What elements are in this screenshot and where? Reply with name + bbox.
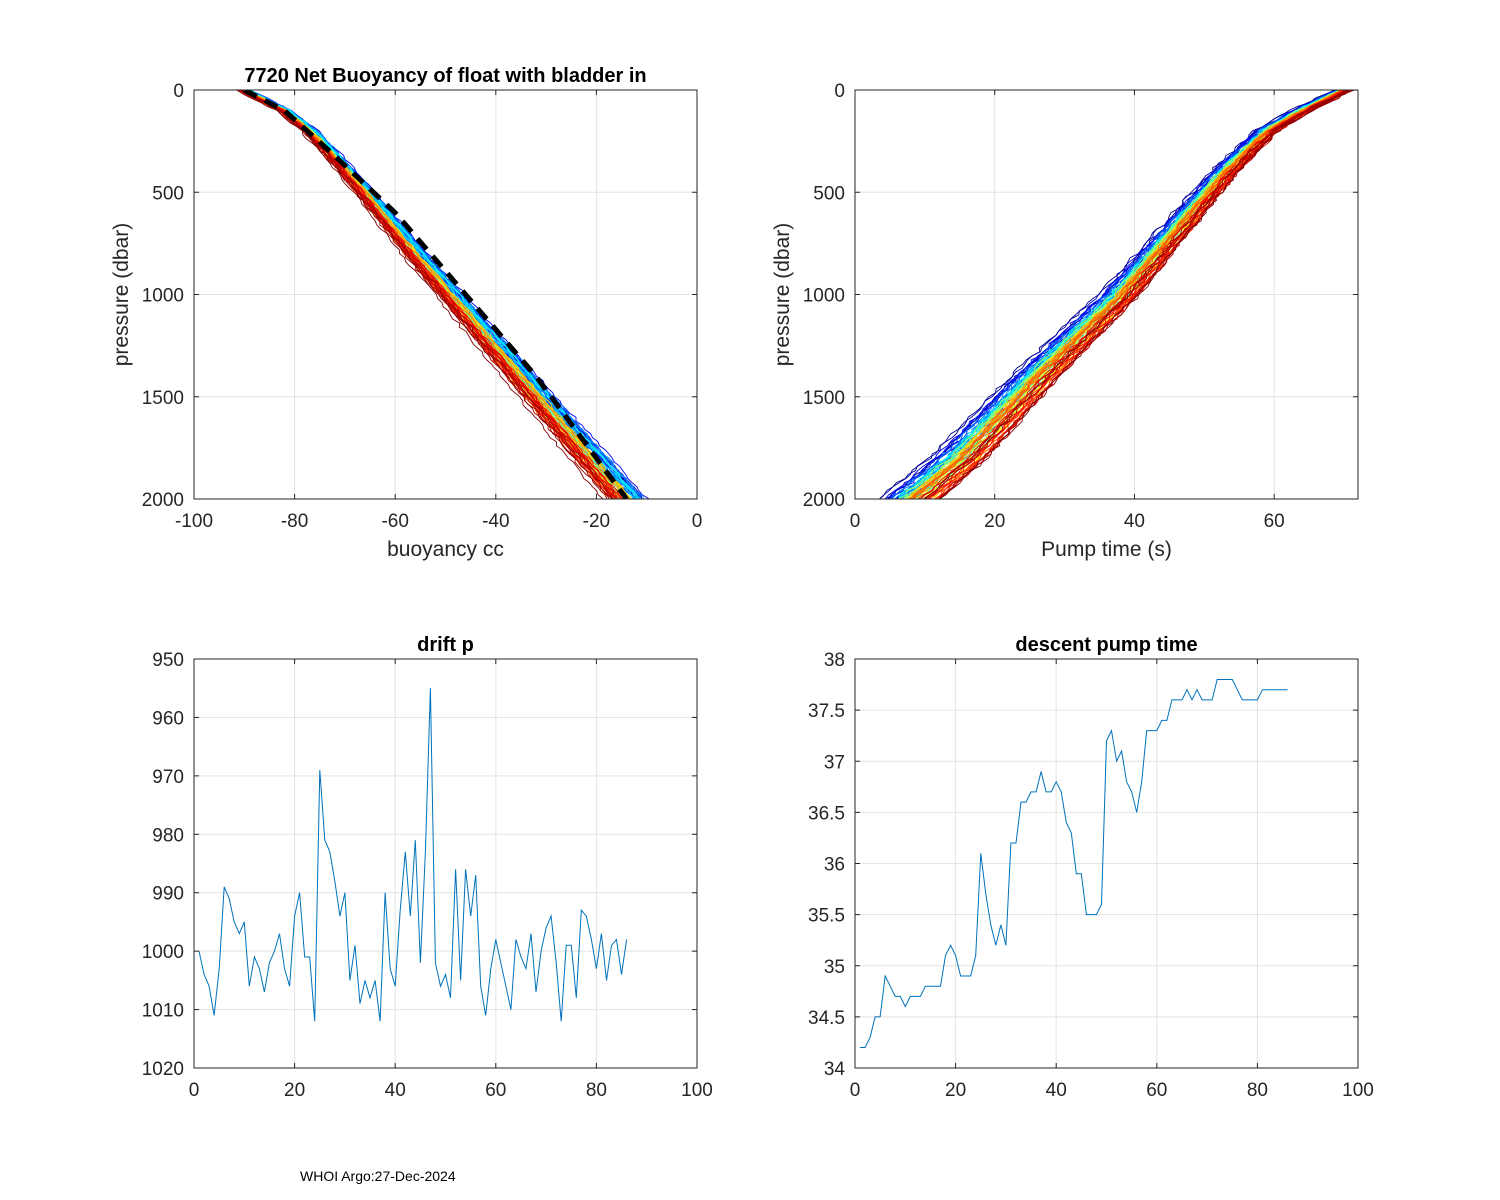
x-tick-label: 60 bbox=[1146, 1080, 1167, 1101]
y-tick-label: 37.5 bbox=[808, 701, 845, 722]
y-tick-label: 1500 bbox=[142, 388, 184, 409]
x-tick-label: 40 bbox=[1124, 511, 1145, 532]
y-tick-label: 500 bbox=[152, 183, 184, 204]
y-tick-label: 980 bbox=[152, 825, 184, 846]
y-tick-label: 34.5 bbox=[808, 1008, 845, 1029]
chart-descent: 0 20 40 60 80 100 34 34.5 35 35.5 36 36.5 37 37.5 38 de… bbox=[808, 634, 1374, 1101]
y-tick-label: 2000 bbox=[142, 490, 184, 511]
x-tick-label: 20 bbox=[945, 1080, 966, 1101]
profile-line bbox=[923, 90, 1347, 499]
x-tick-label: 60 bbox=[485, 1080, 506, 1101]
y-axis-label: pressure (dbar) bbox=[110, 223, 133, 367]
profile-line bbox=[898, 90, 1341, 499]
chart-title: drift p bbox=[417, 634, 474, 656]
profile-line bbox=[239, 90, 614, 499]
data-area bbox=[236, 90, 650, 499]
profile-line bbox=[240, 90, 619, 499]
y-tick-label: 970 bbox=[152, 767, 184, 788]
y-tick-label: 2000 bbox=[803, 490, 845, 511]
y-tick-label: 950 bbox=[152, 650, 184, 671]
y-tick-label: 38 bbox=[824, 650, 845, 671]
profile-line bbox=[242, 90, 623, 499]
x-axis-label: Pump time (s) bbox=[1041, 538, 1172, 561]
x-tick-label: 60 bbox=[1264, 511, 1285, 532]
profile-line bbox=[912, 90, 1344, 499]
y-tick-label: 1000 bbox=[142, 286, 184, 307]
x-tick-label: 20 bbox=[284, 1080, 305, 1101]
profile-line bbox=[884, 90, 1335, 499]
y-tick-label: 35 bbox=[824, 957, 845, 978]
profile-line bbox=[939, 90, 1350, 499]
y-tick-label: 35.5 bbox=[808, 906, 845, 927]
x-tick-label: 40 bbox=[385, 1080, 406, 1101]
profile-line bbox=[924, 90, 1351, 499]
y-tick-label: 1000 bbox=[142, 942, 184, 963]
chart-buoyancy: -100 -80 -60 -40 -20 0 0 500 1000 1500 2000 7720 Ne… bbox=[110, 65, 702, 561]
series-line bbox=[860, 679, 1288, 1048]
footer-stamp: WHOI Argo:27-Dec-2024 bbox=[300, 1168, 456, 1184]
y-tick-label: 500 bbox=[813, 183, 845, 204]
y-tick-label: 960 bbox=[152, 708, 184, 729]
chart-drift: 0 20 40 60 80 100 950 960 970 980 990 1000 1010 1020 d… bbox=[142, 634, 713, 1101]
chart-title: descent pump time bbox=[1015, 634, 1197, 656]
x-tick-label: 80 bbox=[1247, 1080, 1268, 1101]
profile-line bbox=[236, 90, 604, 499]
y-tick-label: 34 bbox=[824, 1059, 846, 1080]
profile-line bbox=[239, 90, 608, 499]
x-tick-label: -80 bbox=[281, 511, 308, 532]
x-tick-label: 0 bbox=[850, 1080, 861, 1101]
y-tick-label: 990 bbox=[152, 884, 184, 905]
data-area bbox=[198, 688, 628, 1022]
y-tick-label: 0 bbox=[173, 81, 184, 102]
series-line bbox=[198, 688, 628, 1022]
x-axis-label: buoyancy cc bbox=[387, 538, 504, 561]
x-tick-label: 40 bbox=[1046, 1080, 1067, 1101]
x-tick-label: 20 bbox=[984, 511, 1005, 532]
x-tick-label: 100 bbox=[681, 1080, 713, 1101]
x-tick-label: -20 bbox=[583, 511, 610, 532]
data-area bbox=[879, 90, 1356, 499]
profile-line bbox=[238, 90, 615, 499]
y-tick-label: 1010 bbox=[142, 1001, 184, 1022]
x-tick-label: 0 bbox=[850, 511, 861, 532]
x-tick-label: 0 bbox=[189, 1080, 200, 1101]
x-tick-label: 100 bbox=[1342, 1080, 1374, 1101]
profile-line bbox=[922, 90, 1349, 499]
y-tick-label: 36 bbox=[824, 855, 845, 876]
profile-line bbox=[249, 90, 639, 499]
y-tick-label: 1500 bbox=[803, 388, 845, 409]
y-tick-label: 36.5 bbox=[808, 803, 845, 824]
y-tick-label: 1000 bbox=[803, 286, 845, 307]
mean-profile-line bbox=[243, 90, 629, 499]
x-tick-label: -100 bbox=[175, 511, 213, 532]
profile-line bbox=[905, 90, 1342, 499]
y-tick-label: 0 bbox=[834, 81, 845, 102]
x-tick-label: -60 bbox=[381, 511, 408, 532]
y-tick-label: 1020 bbox=[142, 1059, 184, 1080]
plot-background bbox=[194, 659, 697, 1068]
x-tick-label: 80 bbox=[586, 1080, 607, 1101]
chart-pump: 0 20 40 60 0 500 1000 1500 2000 Pump time (s) pres… bbox=[771, 81, 1359, 561]
x-tick-label: -40 bbox=[482, 511, 509, 532]
profile-line bbox=[240, 90, 610, 499]
chart-title: 7720 Net Buoyancy of float with bladder … bbox=[244, 65, 646, 87]
x-tick-label: 0 bbox=[692, 511, 703, 532]
axes-frame bbox=[193, 658, 698, 1069]
data-area bbox=[860, 679, 1288, 1048]
y-tick-label: 37 bbox=[824, 752, 845, 773]
y-axis-label: pressure (dbar) bbox=[771, 223, 794, 367]
